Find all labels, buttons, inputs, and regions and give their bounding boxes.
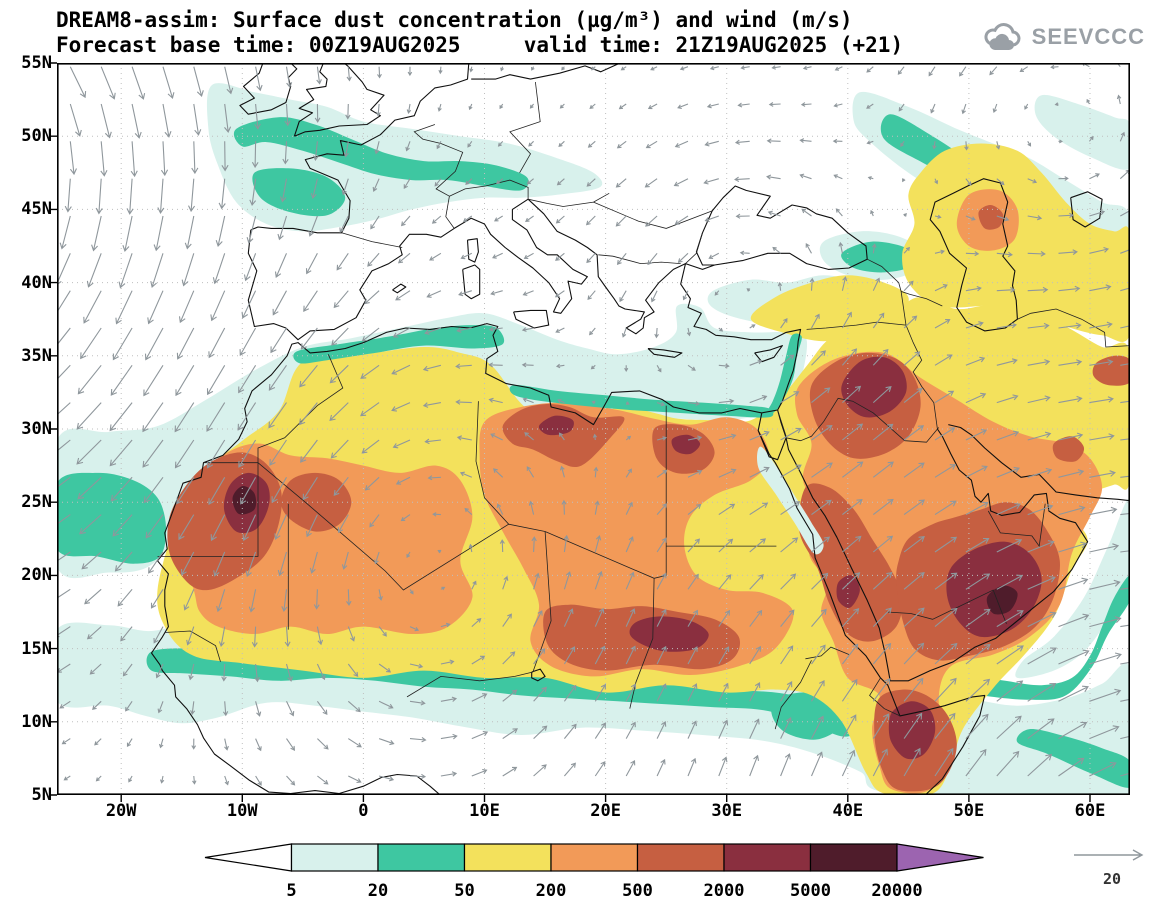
lat-tick-label: 30N: [21, 419, 52, 439]
dust-region-caspian-yellow: [902, 143, 1130, 343]
seevccc-logo: SEEVCCC: [979, 20, 1145, 54]
dust-region-biscay-teal: [252, 168, 346, 217]
colorbar-label: 20: [368, 881, 388, 901]
dust-region-ethiopia-teal: [771, 692, 843, 740]
dust-region-europe-teal: [233, 117, 529, 191]
map-frame: [50, 62, 1131, 802]
colorbar-segment: [377, 843, 466, 872]
dust-region-oman-sea-cyan: [1015, 498, 1130, 679]
dust-region-socotra-teal: [1016, 728, 1130, 788]
dust-region-atlantic-teal: [57, 472, 167, 564]
lat-tick-label: 55N: [21, 53, 52, 73]
lat-tick-label: 40N: [21, 272, 52, 293]
lat-tick-label: 25N: [21, 492, 52, 513]
dust-region-iran-south-brick: [1052, 436, 1085, 462]
dust-region-maghreb-coast-teal: [293, 325, 505, 364]
dust-region-red-sea-north-cyan: [756, 446, 824, 555]
colorbar-segment: [809, 843, 898, 872]
colorbar-segment: [636, 843, 725, 872]
colorbar-label: 50: [454, 881, 474, 901]
dust-region-algeria-mali-brick: [281, 472, 352, 532]
lat-tick-label: 10N: [21, 711, 52, 732]
map-area: [50, 62, 1131, 802]
lat-tick-label: 45N: [21, 199, 52, 220]
dust-region-anatolia-yellow: [750, 275, 909, 342]
graticule-layer: [57, 63, 1130, 795]
dust-concentration-map: [50, 62, 1131, 802]
lon-tick-label: 40E: [832, 801, 864, 821]
dust-fill-layer: [57, 83, 1130, 795]
colorbar-segment: [290, 843, 379, 872]
lon-tick-label: 20E: [590, 801, 621, 821]
dust-region-red-sea-coast-maroon: [836, 575, 860, 608]
dust-region-caucasus-teal: [841, 241, 917, 273]
wind-reference: 20: [1074, 849, 1144, 888]
lon-tick-label: 30E: [711, 801, 743, 821]
lon-tick-label: 60E: [1074, 801, 1106, 821]
dust-region-red-sea-brick: [798, 483, 903, 642]
lat-tick-label: 15N: [21, 638, 52, 659]
wind-arrow-layer: [57, 63, 1130, 786]
dust-region-ne-corner-cyan: [1034, 94, 1130, 170]
lon-tick-label: 10W: [226, 801, 258, 821]
dust-region-libya-coast-brick: [502, 403, 625, 468]
lon-tick-label: 0: [358, 801, 369, 821]
lat-tick-label: 35N: [21, 345, 52, 366]
colorbar-segment: [463, 843, 552, 872]
coastline-layer: [150, 63, 1130, 795]
figure-subtitle: Forecast base time: 00Z19AUG2025 valid t…: [56, 33, 904, 57]
lat-tick-label: 20N: [21, 565, 52, 586]
dust-region-caspian-brick: [978, 204, 1004, 230]
colorbar: 5 20 50 200 500 2000 5000 20000: [204, 843, 984, 901]
colorbar-arrow-low: [204, 843, 293, 872]
colorbar-arrow-high: [896, 843, 984, 872]
colorbar-label: 2000: [704, 881, 745, 901]
wind-reference-label: 20: [1103, 870, 1121, 888]
figure-title: DREAM8-assim: Surface dust concentration…: [56, 8, 853, 32]
wind-reference-arrow: [1074, 849, 1144, 861]
lat-tick-label: 5N: [31, 785, 52, 805]
colorbar-label: 5000: [790, 881, 831, 901]
dust-region-egypt-maroon: [671, 434, 701, 455]
colorbar-label: 500: [622, 881, 653, 901]
dust-region-morocco-darkred: [232, 486, 257, 515]
dust-region-libya-egypt-coast-teal: [509, 385, 774, 418]
colorbar-segment: [723, 843, 812, 872]
colorbar-segment: [550, 843, 639, 872]
lat-tick-label: 50N: [21, 126, 52, 147]
lon-tick-label: 50E: [953, 801, 985, 821]
dust-region-libya-coast-maroon: [538, 415, 574, 436]
lon-tick-label: 20W: [105, 801, 137, 821]
lon-tick-label: 10E: [469, 801, 500, 821]
cloud-icon: [984, 23, 1021, 50]
dust-region-iraq-maroon: [841, 356, 907, 418]
colorbar-label: 200: [536, 881, 567, 901]
colorbar-label: 5: [286, 881, 296, 901]
dust-region-levant-coast-teal: [765, 333, 802, 416]
logo-text: SEEVCCC: [1031, 24, 1145, 49]
dust-region-mediterranean-atlantic-cyan: [57, 303, 808, 579]
colorbar-label: 20000: [871, 881, 922, 901]
